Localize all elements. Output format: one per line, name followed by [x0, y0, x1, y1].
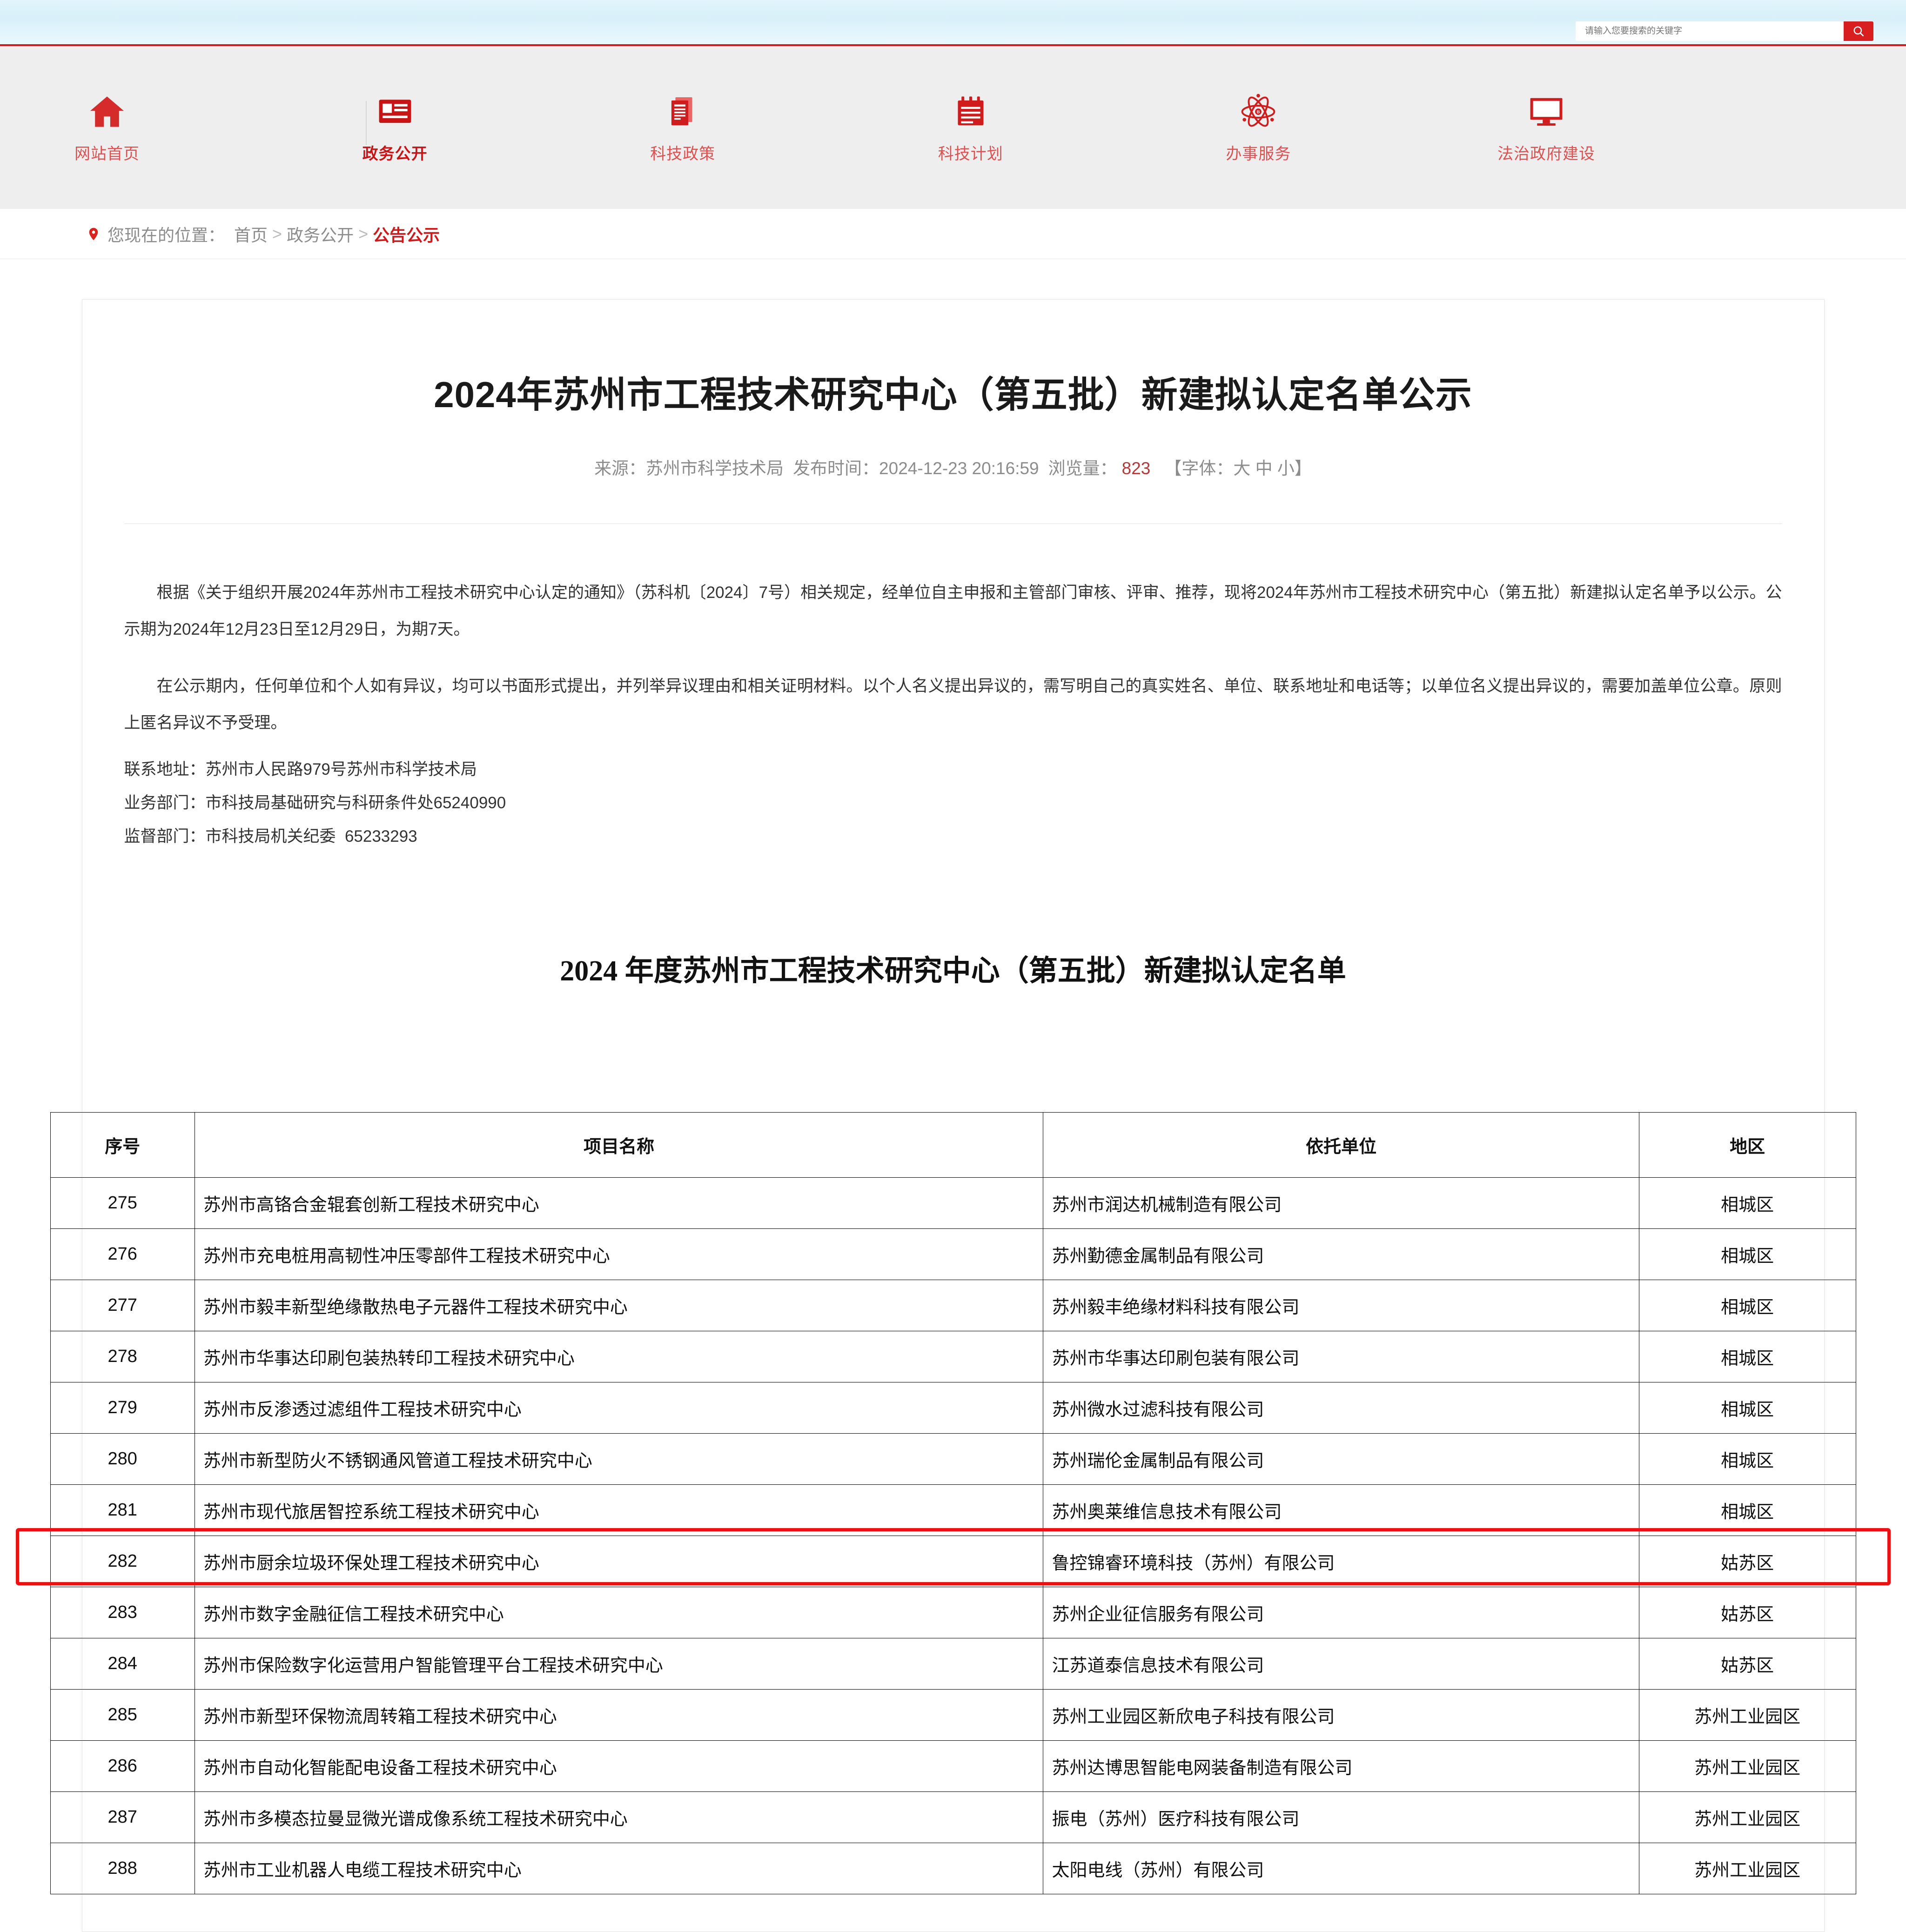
svg-text:B: B	[1257, 109, 1260, 114]
